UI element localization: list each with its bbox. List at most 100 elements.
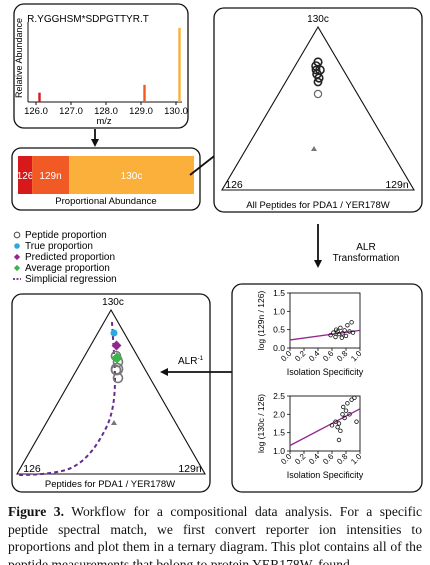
legend-marker [13,231,21,239]
proportional-title: Proportional Abundance [55,196,156,207]
ternary-top-left-label: 126 [225,179,243,191]
legend-label: Simplicial regression [25,274,117,285]
simplicial-regression-curve [17,321,116,476]
scatter-ytick-label: 2.5 [273,391,285,401]
scatter-fit-line [289,329,361,341]
scatter-point [343,333,349,339]
scatter-fit-line [289,408,361,447]
scatter-xlabel: Isolation Specificity [287,470,364,480]
scatter-point [336,437,342,443]
average-marker-bottom [111,420,117,425]
proportion-segment-label: 126 [17,171,34,182]
ternary-top-right-label: 129n [385,179,409,191]
scatter-point [345,323,350,328]
proportion-segment [69,156,194,194]
legend-label: Peptide proportion [25,230,107,241]
scatter-point [347,412,352,417]
scatter-point [350,330,356,335]
alr-label-2: Transformation [333,253,400,264]
scatter-ytick-label: 1.5 [273,288,285,298]
scatter-point [340,412,345,417]
scatter-ylabel: log (129n / 126) [256,291,266,351]
ternary-top-frame [213,7,423,213]
spectrum-tick-label: 130.0 [164,106,188,117]
true-proportion-point [110,329,118,337]
spectrum-tick-label: 127.0 [59,106,83,117]
scatter-ytick-label: 1.0 [273,446,285,456]
ternary-top-triangle [221,25,415,191]
ternary-bottom-panel: 130c 126 129n Peptides for PDA1 / YER178… [11,293,211,493]
scatter-point [349,320,354,325]
ternary-top-apex-label: 130c [307,14,329,25]
spectrum-peaks [38,27,181,102]
proportional-bar: 126 129n 130c [17,156,194,194]
legend-marker [14,243,20,249]
peptide-point [311,65,321,75]
spectrum-xlabel: m/z [96,116,112,127]
scatter-point [335,424,340,430]
workflow-figure: R.YGGHSM*SDPGTTYR.T Relative Abundance 1… [11,3,423,493]
spectrum-tick-label: 129.0 [129,106,153,117]
caption-label: Figure 3. [8,504,64,519]
scatter-ytick-label: 1.0 [273,306,285,316]
peptide-point [314,73,324,83]
ternary-bottom-frame [11,293,211,493]
scatter-plot-frame [289,395,361,452]
scatter-xlabel: Isolation Specificity [287,367,364,377]
scatter-point [340,331,345,336]
scatter-point [343,408,349,413]
scatter-ylabel: log (130c / 126) [256,394,266,453]
average-marker [311,146,317,151]
proportion-segment [32,156,70,194]
spectrum-tick-label: 126.0 [24,106,48,117]
peptide-point [313,77,323,87]
legend-marker [13,264,21,272]
ternary-bottom-apex-label: 130c [102,297,124,308]
ternary-bottom-left-label: 126 [23,463,41,475]
scatter-point [329,423,335,428]
caption-text: Workflow for a compositional data analys… [8,504,422,565]
peptide-sequence: R.YGGHSM*SDPGTTYR.T [27,14,149,25]
scatter-point [338,325,343,331]
peptide-point [313,89,323,99]
scatter-frame [231,283,423,493]
ternary-top-caption: All Peptides for PDA1 / YER178W [246,200,389,211]
scatter-ytick-label: 1.5 [273,428,285,438]
legend-label: Predicted proportion [25,252,115,263]
alr-label: ALR [356,242,375,253]
scatter-point [342,328,347,333]
scatter-point [331,330,336,335]
ternary-bottom-triangle [16,308,206,475]
scatter-ytick-label: 2.0 [273,409,285,419]
scatter-point [333,334,338,340]
ternary-bottom-right-label: 129n [178,463,202,475]
proportion-segment-label: 130c [121,171,143,182]
legend-marker [13,253,21,261]
scatter-point [333,419,338,424]
ternary-top-points [311,57,325,151]
scatter-ytick-label: 0.0 [273,343,285,353]
inverse-alr-label: ALR-1 [178,355,204,367]
scatter-point [338,428,343,434]
spectrum-ticks: 126.0 127.0 128.0 129.0 130.0 [24,102,188,117]
figure-caption: Figure 3. Workflow for a compositional d… [8,503,422,565]
scatter-point [341,404,346,410]
scatter-ytick-label: 0.5 [273,325,285,335]
spectrum-panel: R.YGGHSM*SDPGTTYR.T Relative Abundance 1… [13,3,189,129]
legend-label: Average proportion [25,263,110,274]
scatter-point [354,419,359,424]
scatter-point [328,332,333,338]
scatter-point [342,415,347,421]
scatter-point [345,401,350,406]
proportion-segment [18,156,33,194]
ternary-top-panel: 130c 126 129n All Peptides for PDA1 / YE… [213,7,423,213]
scatter-point [336,421,342,426]
proportion-segment-label: 129n [39,171,61,182]
ternary-bottom-caption: Peptides for PDA1 / YER178W [45,479,175,490]
spectrum-tick-label: 128.0 [94,106,118,117]
legend-label: True proportion [25,241,93,252]
scatter-plot-frame [289,292,361,349]
scatter-point [352,395,357,401]
